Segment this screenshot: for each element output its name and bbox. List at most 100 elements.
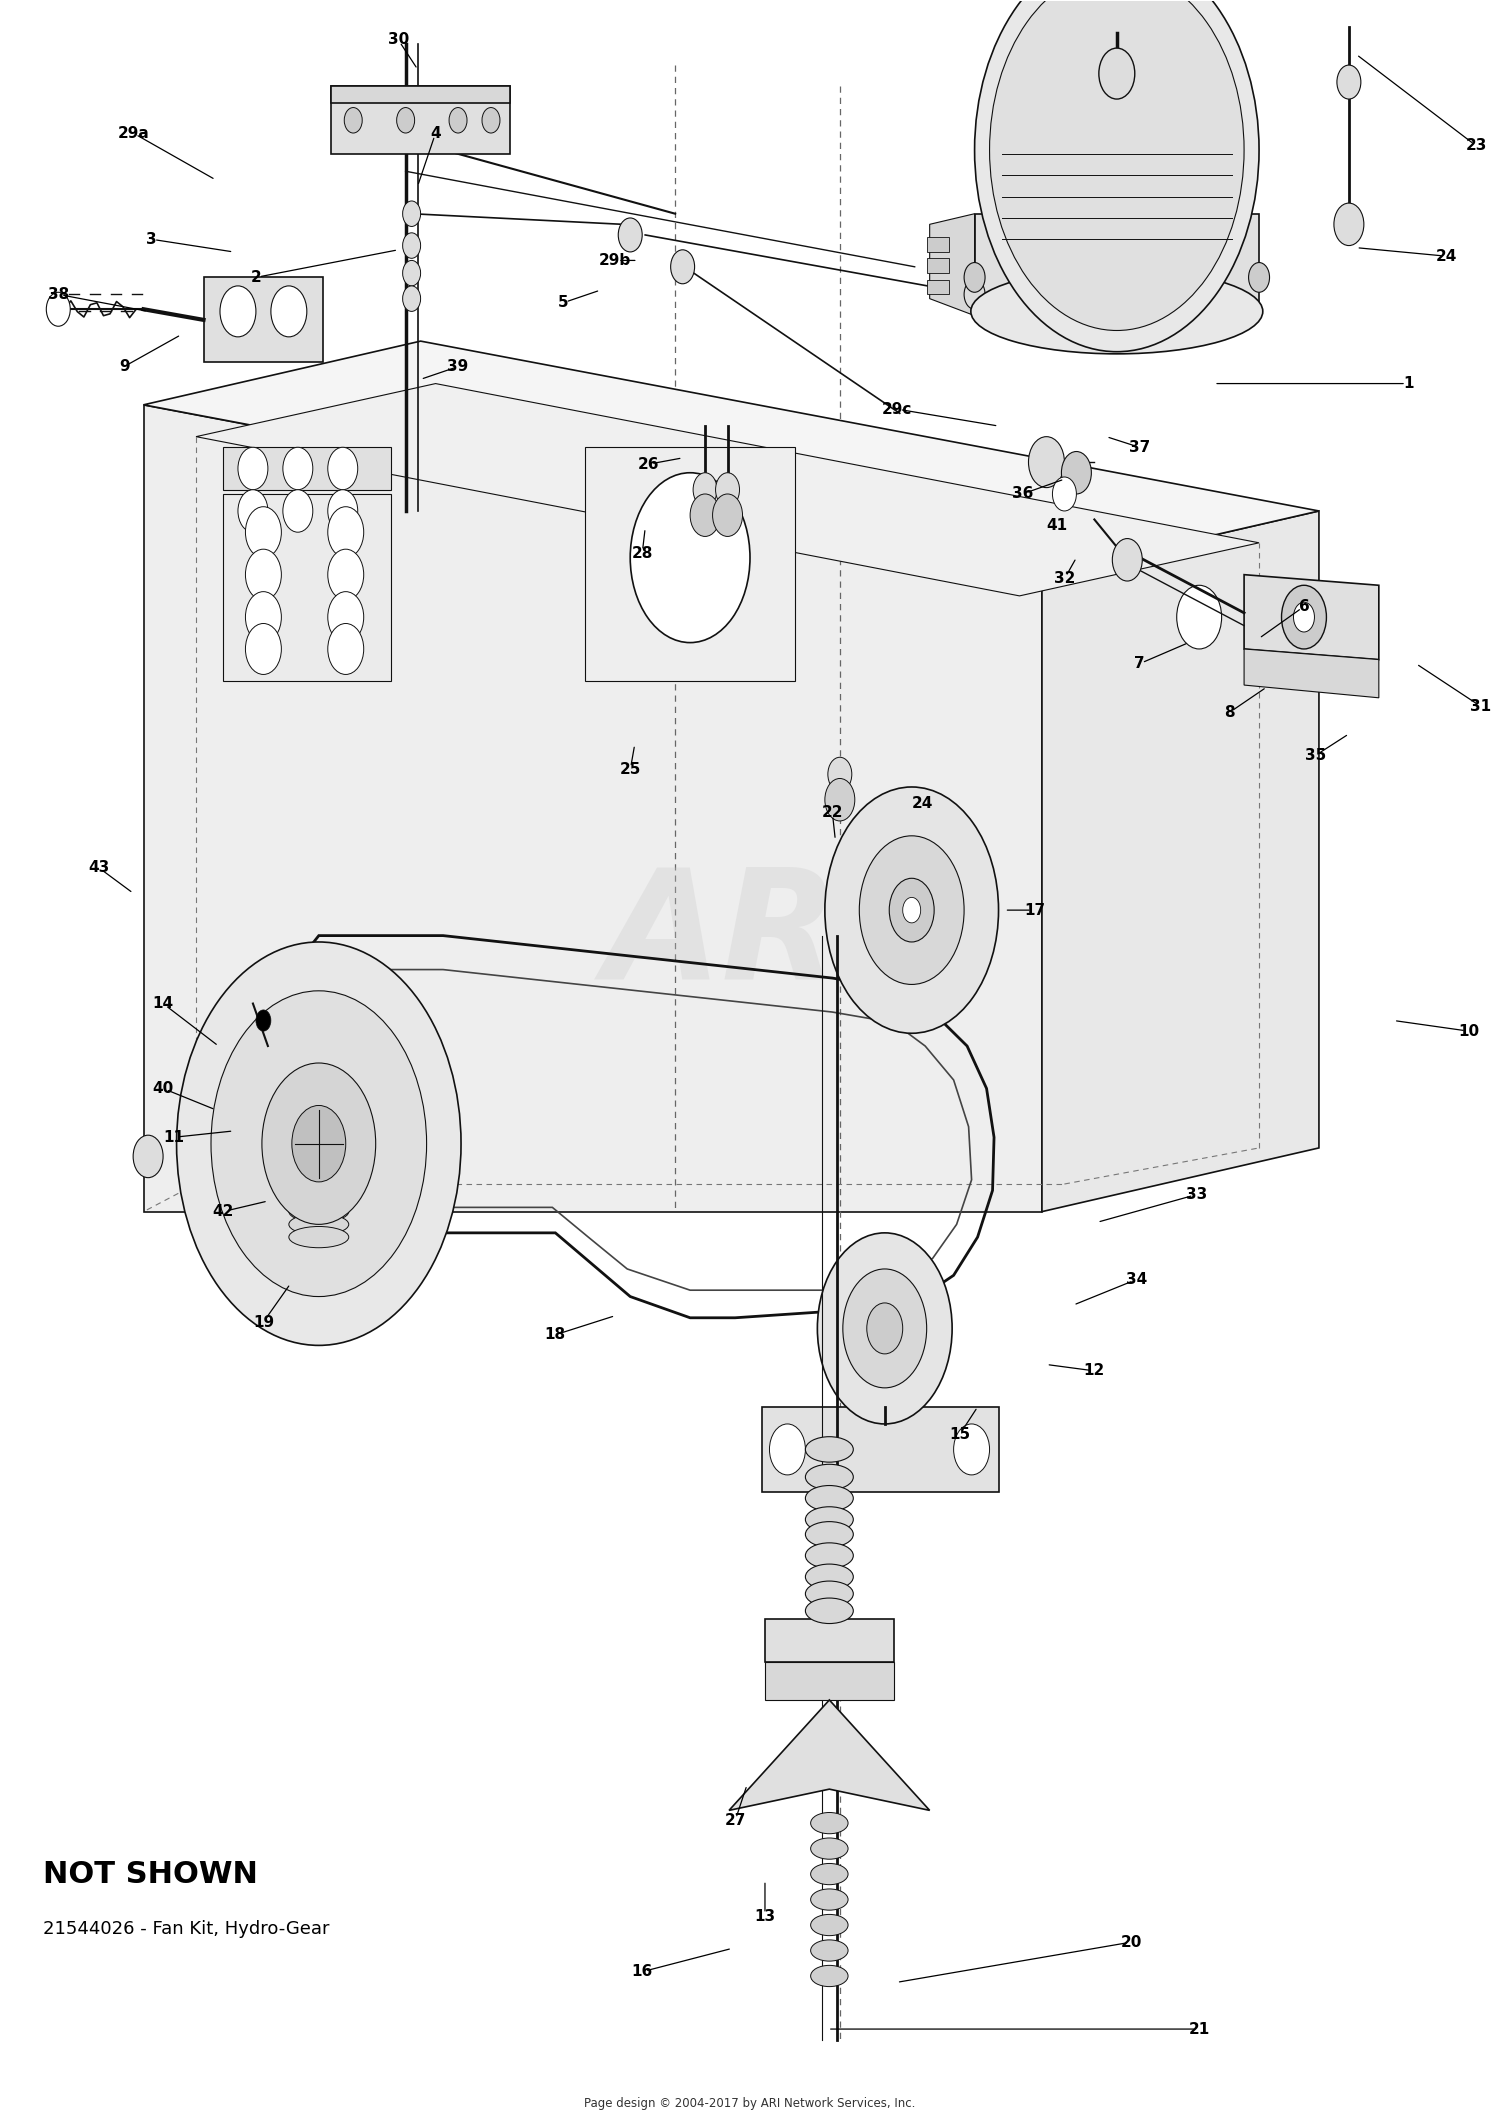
Ellipse shape bbox=[810, 1964, 847, 1986]
Text: 42: 42 bbox=[213, 1203, 234, 1218]
Bar bbox=[927, 279, 950, 293]
Polygon shape bbox=[729, 1701, 930, 1811]
Text: 28: 28 bbox=[632, 546, 652, 561]
Text: 32: 32 bbox=[1053, 572, 1076, 587]
Text: 20: 20 bbox=[1120, 1935, 1143, 1950]
Text: 21: 21 bbox=[1188, 2022, 1210, 2037]
Circle shape bbox=[134, 1135, 164, 1178]
Circle shape bbox=[246, 591, 282, 642]
Circle shape bbox=[1281, 585, 1326, 648]
Circle shape bbox=[345, 108, 362, 134]
Text: 19: 19 bbox=[254, 1314, 274, 1329]
Text: 21544026 - Fan Kit, Hydro-Gear: 21544026 - Fan Kit, Hydro-Gear bbox=[44, 1920, 330, 1939]
Ellipse shape bbox=[970, 268, 1263, 353]
Circle shape bbox=[402, 259, 420, 285]
Circle shape bbox=[954, 1424, 990, 1475]
Circle shape bbox=[482, 108, 500, 134]
Circle shape bbox=[246, 549, 282, 600]
Polygon shape bbox=[144, 404, 1042, 1212]
Circle shape bbox=[770, 1424, 806, 1475]
Circle shape bbox=[238, 446, 268, 489]
Circle shape bbox=[46, 291, 70, 325]
Circle shape bbox=[903, 897, 921, 923]
Circle shape bbox=[890, 878, 934, 942]
Text: 29b: 29b bbox=[598, 253, 632, 268]
Text: 16: 16 bbox=[632, 1964, 652, 1979]
Text: 25: 25 bbox=[620, 763, 640, 778]
Text: 41: 41 bbox=[1047, 519, 1068, 534]
Ellipse shape bbox=[810, 1865, 847, 1884]
Circle shape bbox=[256, 1010, 272, 1031]
Text: 4: 4 bbox=[430, 125, 441, 140]
Circle shape bbox=[975, 0, 1258, 351]
Text: 26: 26 bbox=[638, 457, 658, 472]
Circle shape bbox=[220, 285, 256, 336]
Circle shape bbox=[328, 623, 363, 674]
Circle shape bbox=[328, 506, 363, 557]
Ellipse shape bbox=[806, 1437, 853, 1463]
Text: 39: 39 bbox=[447, 359, 468, 374]
Circle shape bbox=[177, 942, 460, 1346]
Circle shape bbox=[825, 778, 855, 821]
Text: 37: 37 bbox=[1128, 440, 1150, 455]
Circle shape bbox=[1336, 66, 1360, 100]
Ellipse shape bbox=[806, 1465, 853, 1490]
Text: 9: 9 bbox=[118, 359, 129, 374]
Text: 29c: 29c bbox=[882, 402, 912, 417]
Text: 43: 43 bbox=[88, 861, 110, 876]
Circle shape bbox=[211, 991, 426, 1297]
Ellipse shape bbox=[806, 1543, 853, 1569]
Text: 7: 7 bbox=[1134, 657, 1144, 672]
Text: 35: 35 bbox=[1305, 748, 1326, 763]
Circle shape bbox=[448, 108, 466, 134]
Ellipse shape bbox=[810, 1888, 847, 1909]
Circle shape bbox=[284, 446, 314, 489]
Polygon shape bbox=[765, 1663, 894, 1701]
Polygon shape bbox=[930, 215, 975, 315]
Text: 12: 12 bbox=[1083, 1363, 1106, 1378]
Ellipse shape bbox=[290, 1214, 348, 1235]
Circle shape bbox=[1334, 204, 1364, 247]
Circle shape bbox=[1248, 261, 1269, 291]
Text: 2: 2 bbox=[251, 270, 261, 285]
Text: 24: 24 bbox=[1436, 249, 1456, 264]
Text: 14: 14 bbox=[153, 997, 174, 1012]
Text: 5: 5 bbox=[558, 296, 568, 310]
Ellipse shape bbox=[290, 1201, 348, 1222]
Ellipse shape bbox=[806, 1507, 853, 1533]
Circle shape bbox=[818, 1233, 952, 1424]
Ellipse shape bbox=[806, 1522, 853, 1548]
Polygon shape bbox=[196, 383, 1258, 595]
Polygon shape bbox=[1244, 574, 1378, 659]
Circle shape bbox=[690, 493, 720, 536]
Circle shape bbox=[1100, 49, 1136, 100]
Polygon shape bbox=[224, 446, 390, 489]
Text: 31: 31 bbox=[1470, 699, 1491, 714]
Text: 15: 15 bbox=[950, 1427, 970, 1441]
Polygon shape bbox=[332, 87, 510, 104]
Text: 17: 17 bbox=[1024, 904, 1045, 918]
Circle shape bbox=[828, 757, 852, 791]
Circle shape bbox=[964, 261, 986, 291]
Text: NOT SHOWN: NOT SHOWN bbox=[44, 1860, 258, 1888]
Circle shape bbox=[843, 1269, 927, 1388]
Circle shape bbox=[246, 623, 282, 674]
Ellipse shape bbox=[810, 1839, 847, 1860]
Polygon shape bbox=[144, 340, 1318, 574]
Circle shape bbox=[262, 1063, 375, 1225]
Text: 36: 36 bbox=[1013, 487, 1034, 502]
Text: 34: 34 bbox=[1125, 1271, 1148, 1286]
Text: ARI: ARI bbox=[603, 861, 897, 1010]
Circle shape bbox=[292, 1106, 345, 1182]
Circle shape bbox=[1246, 642, 1270, 676]
Polygon shape bbox=[204, 276, 324, 361]
Circle shape bbox=[1293, 602, 1314, 631]
Text: 33: 33 bbox=[1185, 1186, 1208, 1201]
Circle shape bbox=[825, 787, 999, 1033]
Circle shape bbox=[402, 202, 420, 227]
Circle shape bbox=[964, 279, 986, 308]
Circle shape bbox=[618, 219, 642, 251]
Text: 29a: 29a bbox=[117, 125, 148, 140]
Ellipse shape bbox=[806, 1582, 853, 1607]
Circle shape bbox=[402, 234, 420, 257]
